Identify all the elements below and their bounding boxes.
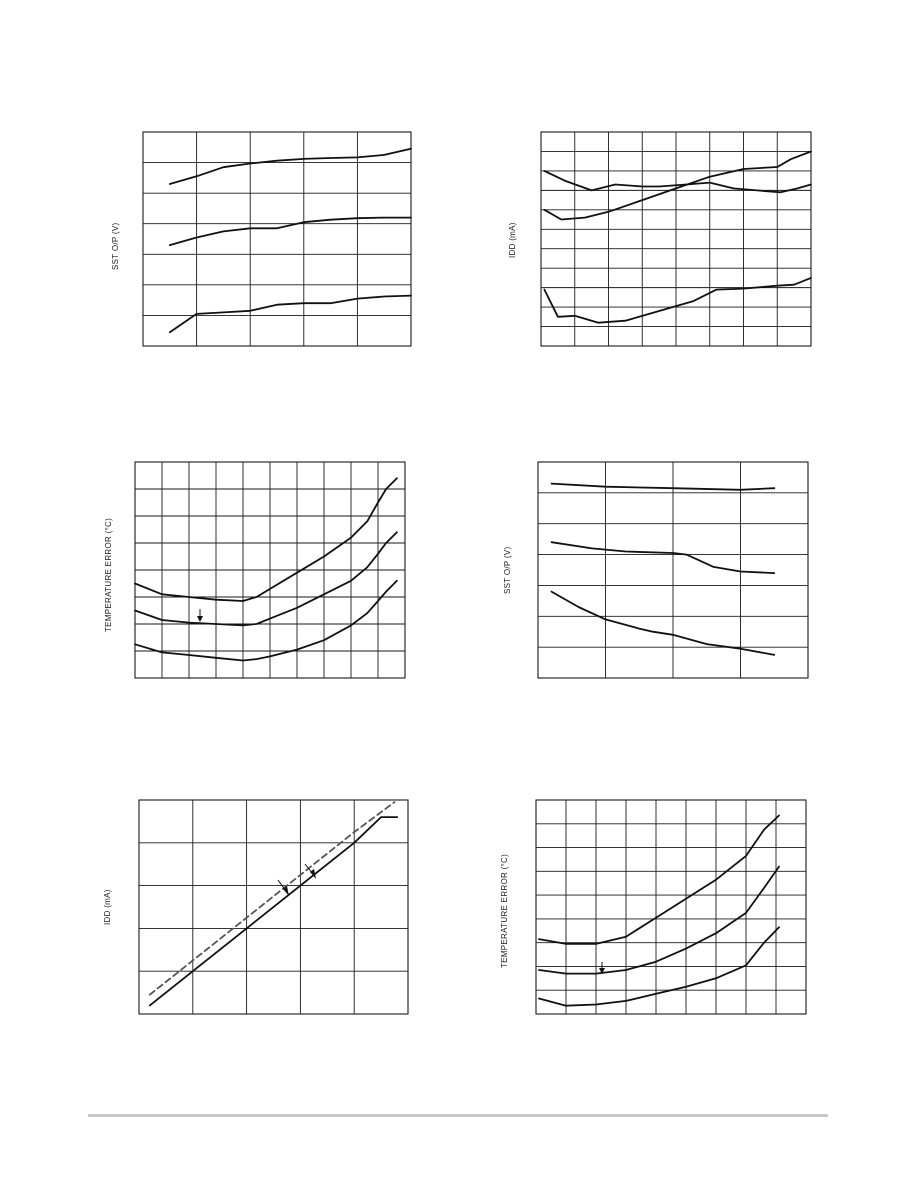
chart-1-series-1-line	[168, 147, 412, 185]
chart-6-frame	[535, 799, 807, 1015]
chart-1-series-3-line	[168, 294, 412, 334]
chart-3-series-1-line	[134, 477, 398, 602]
chart-3-ylabel: TEMPERATURE ERROR (°C)	[104, 518, 113, 632]
chart-6: TEMPERATURE ERROR (°C)	[500, 799, 807, 1015]
chart-5: IDD (mA)	[103, 799, 409, 1015]
chart-6-series-2-line	[538, 865, 780, 975]
chart-3-series-2-line	[134, 531, 398, 627]
chart-6-arrow	[599, 962, 605, 974]
chart-3-series-group	[134, 477, 398, 662]
chart-5-series-group	[148, 801, 399, 1007]
chart-2-series-2-line	[543, 150, 812, 221]
chart-3-grid	[134, 461, 406, 679]
chart-1-series-group	[168, 147, 412, 334]
chart-5-arrow-2	[304, 863, 316, 879]
chart-5-arrow-1	[277, 879, 289, 896]
chart-3: TEMPERATURE ERROR (°C)	[104, 461, 406, 679]
chart-1: SST O/P (V)	[111, 131, 412, 347]
chart-4-series-3-line	[550, 590, 776, 656]
chart-4-series-group	[550, 482, 776, 656]
chart-6-grid	[535, 799, 807, 1015]
chart-3-series-3-line	[134, 579, 398, 662]
chart-4-ylabel: SST O/P (V)	[503, 547, 512, 594]
chart-1-frame	[142, 131, 412, 347]
chart-4-grid	[537, 461, 809, 679]
chart-5-series-2-line	[148, 801, 396, 996]
chart-4-series-1-line	[550, 482, 776, 491]
chart-6-ylabel: TEMPERATURE ERROR (°C)	[500, 854, 509, 968]
chart-1-grid	[142, 131, 412, 347]
chart-2: IDD (mA)	[508, 131, 812, 347]
chart-4: SST O/P (V)	[503, 461, 809, 679]
chart-6-series-1-line	[538, 814, 780, 945]
chart-1-series-2-line	[168, 216, 412, 247]
chart-1-ylabel: SST O/P (V)	[111, 223, 120, 270]
chart-2-ylabel: IDD (mA)	[508, 222, 517, 258]
chart-2-grid	[540, 131, 812, 347]
chart-5-series-1-line	[148, 816, 399, 1007]
chart-2-series-3-line	[543, 276, 812, 324]
chart-4-series-2-line	[550, 541, 776, 574]
footer-rule	[88, 1114, 828, 1117]
chart-3-arrow	[197, 609, 203, 622]
chart-6-series-group	[538, 814, 780, 1007]
chart-6-series-3-line	[538, 926, 780, 1007]
chart-2-series-group	[543, 150, 812, 324]
chart-5-ylabel: IDD (mA)	[103, 889, 112, 925]
